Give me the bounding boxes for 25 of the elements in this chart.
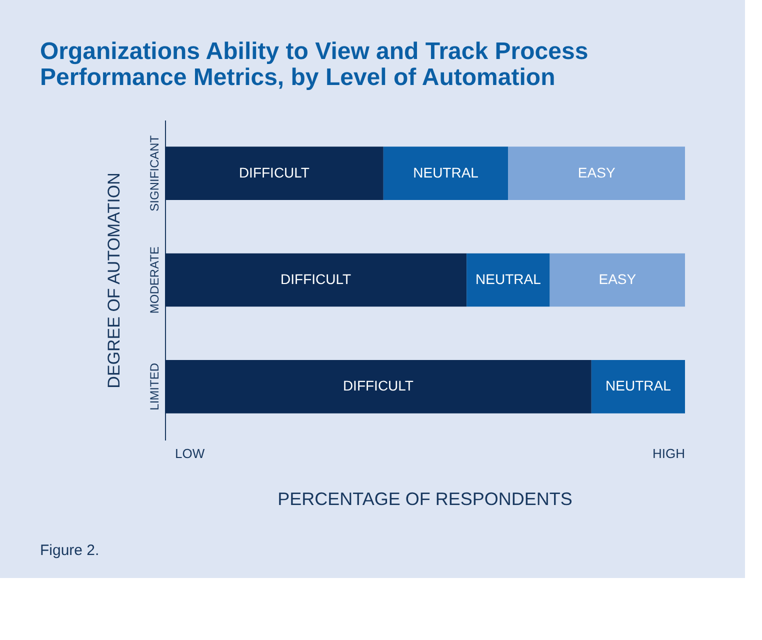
text: DIFFICULT xyxy=(238,164,310,180)
bar xyxy=(383,146,508,200)
x-axis-title: PERCENTAGE OF RESPONDENTS xyxy=(278,489,572,509)
y-tick-label: MODERATE xyxy=(148,246,162,314)
bar xyxy=(165,146,384,200)
bar xyxy=(165,360,592,414)
text: NEUTRAL xyxy=(413,164,478,180)
series-label: NEUTRAL xyxy=(476,271,542,287)
y-tick-label: LIMITED xyxy=(148,362,162,410)
text: HIGH xyxy=(652,446,685,461)
y-axis-title: DEGREE OF AUTOMATION xyxy=(104,172,124,388)
y-tick-label: SIGNIFICANT xyxy=(148,134,162,212)
text: EASY xyxy=(578,164,616,180)
text: NEUTRAL xyxy=(606,378,671,394)
text: LOW xyxy=(175,446,206,461)
bar xyxy=(508,146,685,200)
bar xyxy=(550,253,685,307)
text: DIFFICULT xyxy=(342,378,414,394)
caption: Figure 2. xyxy=(40,542,100,559)
bar xyxy=(165,253,467,307)
bar xyxy=(466,253,550,307)
series-label: EASY xyxy=(598,271,637,287)
series-label: DIFFICULT xyxy=(280,271,352,287)
bar xyxy=(591,360,685,414)
chart-title: Organizations Ability to View and Track Process Performance Metrics, by Level of Automation xyxy=(40,38,588,91)
